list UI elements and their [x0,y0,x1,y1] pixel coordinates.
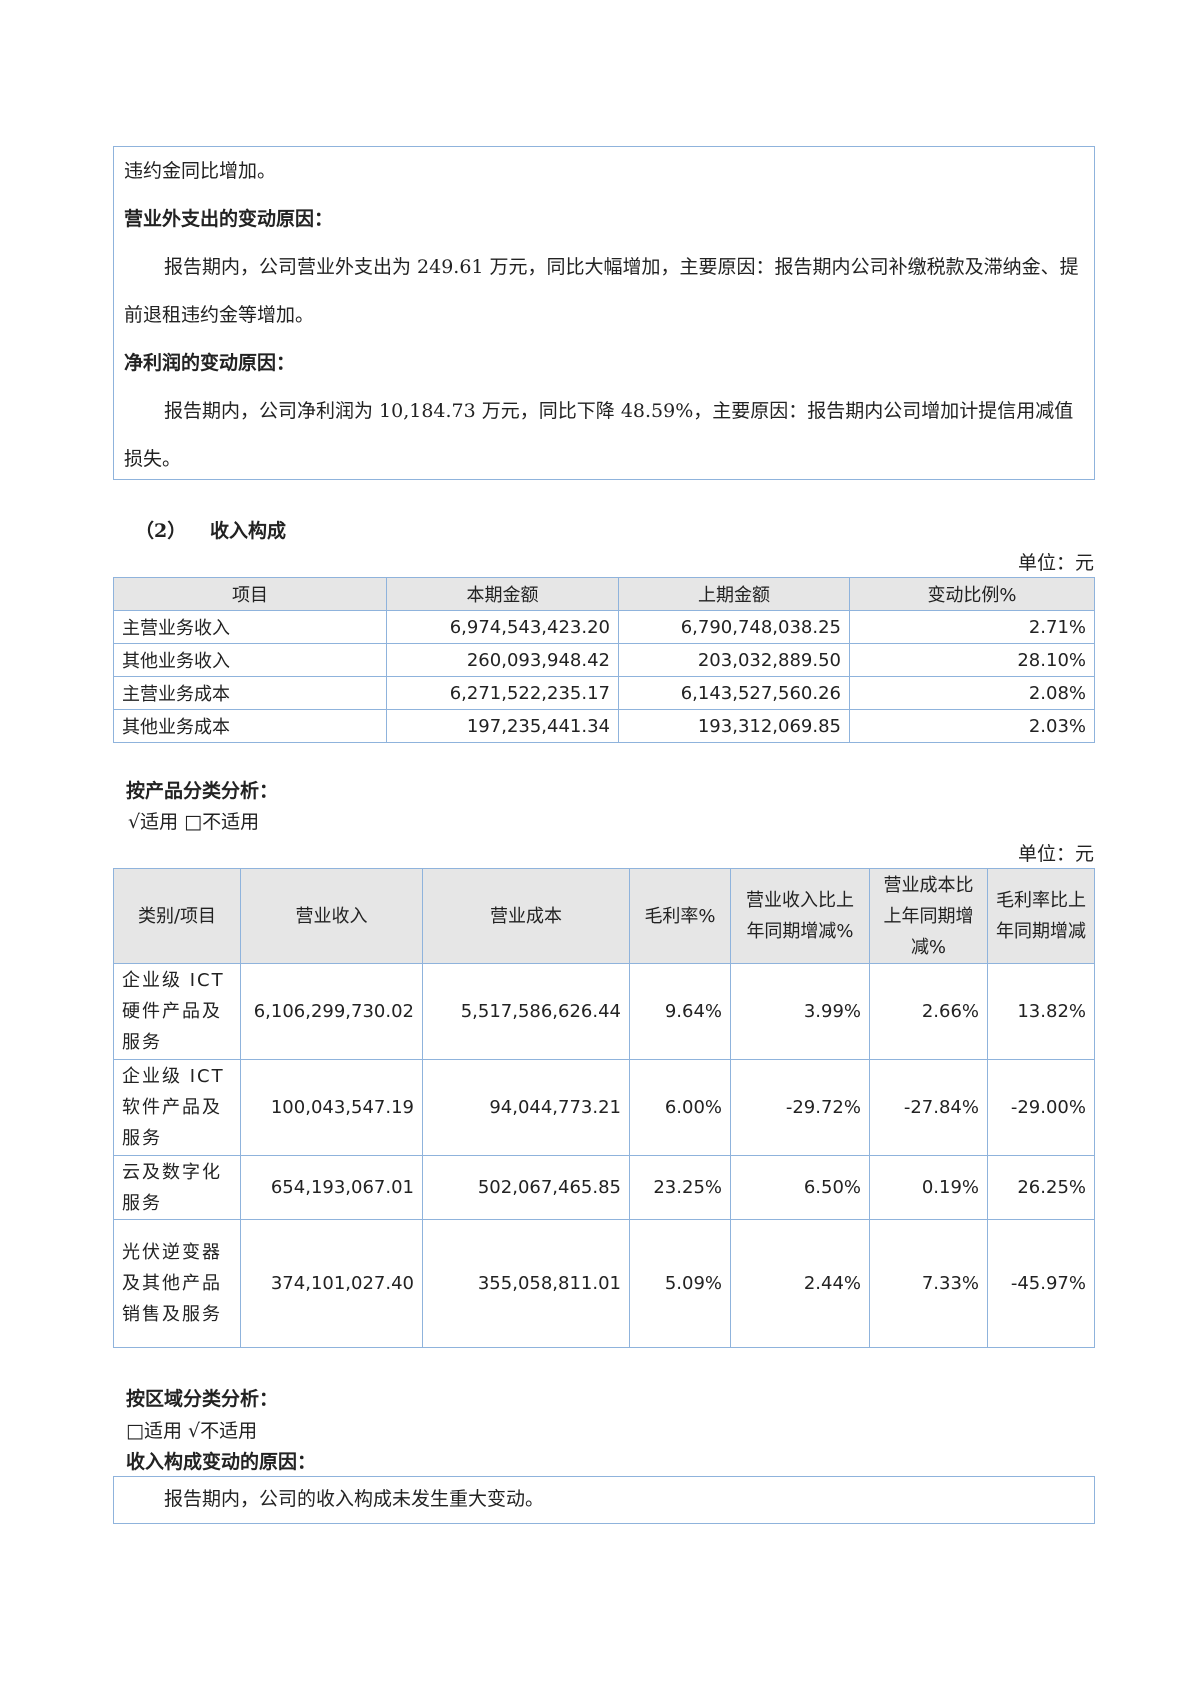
value-cell: 2.08% [849,676,1095,710]
explanation-box: 违约金同比增加。 营业外支出的变动原因： 报告期内，公司营业外支出为 249.6… [113,146,1095,480]
table-row: 光伏逆变器及其他产品销售及服务 374,101,027.40 355,058,811… [113,1219,1095,1348]
table-row: 企业级 ICT 软件产品及服务 100,043,547.19 94,044,773.… [113,1059,1095,1156]
product-analysis-title: 按产品分类分析： [126,780,279,802]
value-cell: 9.64% [629,963,731,1060]
header-cell: 营业收入比上年同期增减% [730,868,870,964]
paragraph: 报告期内，公司的收入构成未发生重大变动。 [164,1488,545,1510]
section-number: （2） [135,520,187,542]
table-row: 主营业务收入 6,974,543,423.20 6,790,748,038.25 2.… [113,610,1095,644]
product-analysis-options: √适用 □不适用 [128,811,260,833]
value-cell: 6,790,748,038.25 [618,610,850,644]
region-analysis-options: □适用 √不适用 [126,1420,258,1442]
value-cell: 94,044,773.21 [422,1059,630,1156]
text-line: 违约金同比增加。 [124,160,277,182]
value-cell: 6,143,527,560.26 [618,676,850,710]
header-cell: 营业成本比上年同期增减% [869,868,988,964]
value-cell: 502,067,465.85 [422,1155,630,1220]
paragraph: 报告期内，公司净利润为 10,184.73 万元，同比下降 48.59%，主要原… [124,400,1074,470]
header-cell: 毛利率比上年同期增减 [987,868,1095,964]
value-cell: -29.00% [987,1059,1095,1156]
value-cell: 654,193,067.01 [240,1155,423,1220]
value-cell: 26.25% [987,1155,1095,1220]
table-header: 项目 本期金额 上期金额 变动比例% [113,577,1095,611]
header-cell: 变动比例% [849,577,1095,611]
table-row: 主营业务成本 6,271,522,235.17 6,143,527,560.26 2.… [113,676,1095,710]
change-reason-title: 收入构成变动的原因： [126,1451,317,1473]
section-title: 收入构成 [210,520,287,542]
value-cell: 2.44% [730,1219,870,1348]
value-cell: 6.00% [629,1059,731,1156]
value-cell: 0.19% [869,1155,988,1220]
value-cell: 6,271,522,235.17 [386,676,619,710]
product-table: 类别/项目 营业收入 营业成本 毛利率% 营业收入比上年同期增减% 营业成本比上… [113,868,1095,1348]
value-cell: 100,043,547.19 [240,1059,423,1156]
value-cell: 2.71% [849,610,1095,644]
value-cell: 7.33% [869,1219,988,1348]
table-header: 类别/项目 营业收入 营业成本 毛利率% 营业收入比上年同期增减% 营业成本比上… [113,868,1095,964]
value-cell: 2.03% [849,709,1095,743]
table-row: 云及数字化服务 654,193,067.01 502,067,465.85 23.25… [113,1155,1095,1220]
header-cell: 毛利率% [629,868,731,964]
income-table: 项目 本期金额 上期金额 变动比例% 主营业务收入 6,974,543,423.2… [113,577,1095,743]
header-cell: 营业成本 [422,868,630,964]
value-cell: 5,517,586,626.44 [422,963,630,1060]
header-cell: 上期金额 [618,577,850,611]
table-row: 企业级 ICT 硬件产品及服务 6,106,299,730.02 5,517,586… [113,963,1095,1060]
value-cell: 3.99% [730,963,870,1060]
value-cell: 5.09% [629,1219,731,1348]
value-cell: 6,106,299,730.02 [240,963,423,1060]
header-cell: 类别/项目 [113,868,241,964]
unit-label: 单位：元 [1017,552,1094,574]
value-cell: 6,974,543,423.20 [386,610,619,644]
value-cell: 23.25% [629,1155,731,1220]
section-heading: 营业外支出的变动原因： [124,208,334,230]
row-label: 企业级 ICT 软件产品及服务 [113,1059,241,1156]
row-label: 其他业务收入 [113,643,387,677]
value-cell: -29.72% [730,1059,870,1156]
value-cell: 193,312,069.85 [618,709,850,743]
unit-label: 单位：元 [1017,843,1094,865]
row-label: 企业级 ICT 硬件产品及服务 [113,963,241,1060]
row-label: 主营业务成本 [113,676,387,710]
value-cell: -27.84% [869,1059,988,1156]
value-cell: 2.66% [869,963,988,1060]
value-cell: 28.10% [849,643,1095,677]
value-cell: -45.97% [987,1219,1095,1348]
value-cell: 260,093,948.42 [386,643,619,677]
row-label: 光伏逆变器及其他产品销售及服务 [113,1219,241,1348]
value-cell: 197,235,441.34 [386,709,619,743]
row-label: 云及数字化服务 [113,1155,241,1220]
row-label: 主营业务收入 [113,610,387,644]
row-label: 其他业务成本 [113,709,387,743]
value-cell: 6.50% [730,1155,870,1220]
table-row: 其他业务收入 260,093,948.42 203,032,889.50 28.10% [113,643,1095,677]
change-reason-box: 报告期内，公司的收入构成未发生重大变动。 [113,1476,1095,1524]
section-heading: 净利润的变动原因： [124,352,296,374]
value-cell: 203,032,889.50 [618,643,850,677]
header-cell: 营业收入 [240,868,423,964]
value-cell: 13.82% [987,963,1095,1060]
header-cell: 项目 [113,577,387,611]
value-cell: 374,101,027.40 [240,1219,423,1348]
region-analysis-title: 按区域分类分析： [126,1388,279,1410]
header-cell: 本期金额 [386,577,619,611]
value-cell: 355,058,811.01 [422,1219,630,1348]
table-row: 其他业务成本 197,235,441.34 193,312,069.85 2.03% [113,709,1095,743]
paragraph: 报告期内，公司营业外支出为 249.61 万元，同比大幅增加，主要原因：报告期内… [124,256,1079,326]
